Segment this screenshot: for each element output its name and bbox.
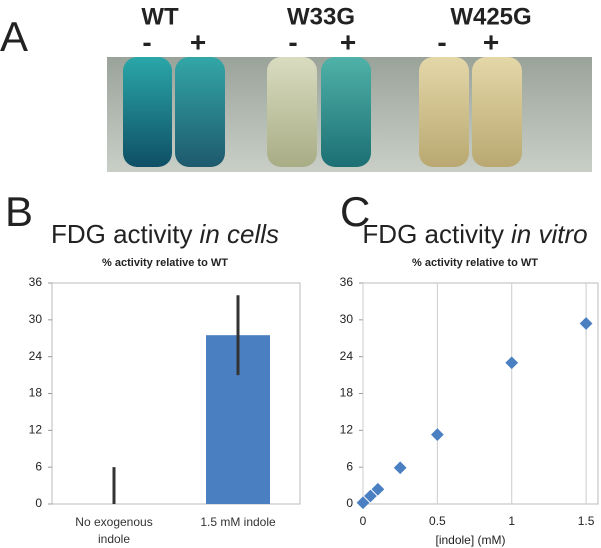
y-tick-label: 36 bbox=[340, 275, 354, 289]
y-tick-label: 0 bbox=[346, 496, 353, 510]
condition-label: - bbox=[142, 26, 151, 57]
x-tick-label: 0 bbox=[360, 514, 367, 528]
point bbox=[393, 461, 407, 475]
title-text: FDG activity bbox=[362, 219, 504, 249]
x-tick-label: 1.5 bbox=[578, 514, 595, 528]
y-tick-label: 6 bbox=[35, 459, 42, 473]
strain-label: W33G bbox=[287, 3, 355, 30]
point bbox=[579, 317, 593, 330]
y-tick-label: 6 bbox=[346, 459, 353, 473]
y-tick-label: 24 bbox=[29, 349, 43, 363]
y-tick-label: 12 bbox=[340, 423, 354, 437]
x-tick-label: 1 bbox=[508, 514, 515, 528]
panel-label: B bbox=[5, 188, 33, 235]
point bbox=[371, 482, 385, 496]
strain-label: WT bbox=[141, 3, 179, 30]
photo bbox=[107, 57, 592, 172]
y-tick-label: 12 bbox=[29, 423, 43, 437]
strain-label: W425G bbox=[450, 3, 531, 30]
y-tick-label: 24 bbox=[340, 349, 354, 363]
chart-subtitle: % activity relative to WT bbox=[102, 257, 228, 269]
x-tick-label: 1.5 mM indole bbox=[200, 515, 276, 529]
point bbox=[431, 428, 444, 441]
y-tick-label: 18 bbox=[29, 386, 43, 400]
x-tick-label: 0.5 bbox=[429, 514, 446, 528]
x-tick-label: No exogenous indole bbox=[75, 515, 153, 546]
condition-label: - bbox=[288, 26, 297, 57]
point bbox=[356, 496, 370, 510]
title-text: FDG activity bbox=[51, 219, 193, 249]
condition-label: - bbox=[437, 26, 446, 57]
chart-subtitle: % activity relative to WT bbox=[412, 257, 538, 269]
y-tick-label: 0 bbox=[35, 496, 42, 510]
panel-label: A bbox=[0, 13, 28, 60]
point bbox=[364, 489, 377, 503]
point bbox=[505, 356, 519, 370]
y-tick-label: 18 bbox=[340, 386, 354, 400]
condition-label: + bbox=[190, 26, 206, 57]
panel-label: C bbox=[340, 188, 370, 235]
x-axis-label: [indole] (mM) bbox=[435, 533, 505, 547]
chart-title: FDG activity in vitro bbox=[362, 219, 587, 249]
condition-label: + bbox=[340, 26, 356, 57]
condition-label: + bbox=[483, 26, 499, 57]
title-italic: in cells bbox=[200, 219, 279, 249]
y-tick-label: 30 bbox=[29, 312, 43, 326]
y-tick-label: 36 bbox=[29, 275, 43, 289]
chart-title: FDG activity in cells bbox=[51, 219, 279, 249]
title-italic: in vitro bbox=[511, 219, 588, 249]
y-tick-label: 30 bbox=[340, 312, 354, 326]
